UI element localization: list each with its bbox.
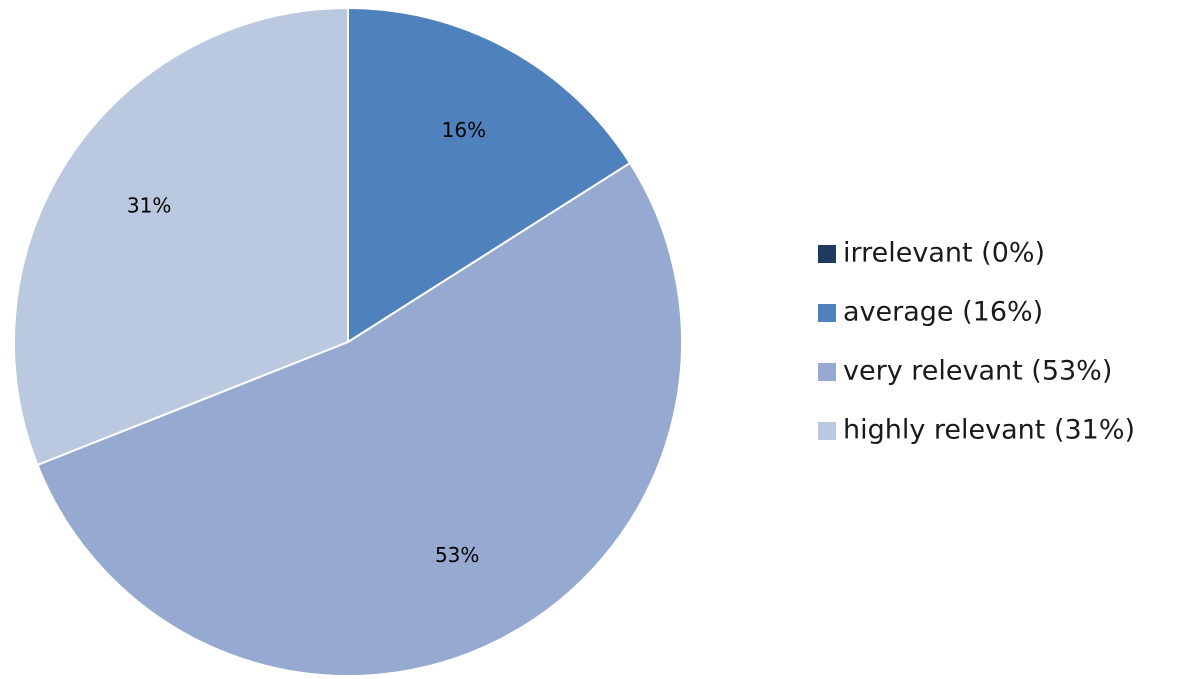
legend-label-average: average (16%)	[843, 297, 1043, 328]
legend-swatch-very-relevant	[818, 363, 836, 381]
data-label-highly-relevant: 31%	[127, 193, 171, 217]
legend-swatch-average	[818, 304, 836, 322]
pie-slice-very-relevant	[36, 161, 683, 677]
pie-data-labels: 16% 53% 31%	[127, 118, 486, 567]
pie-slice-average	[347, 6, 632, 344]
legend-swatch-highly-relevant	[818, 422, 836, 440]
pie-slice-highly-relevant	[13, 6, 349, 467]
legend-label-irrelevant: irrelevant (0%)	[843, 238, 1045, 269]
legend-label-very-relevant: very relevant (53%)	[843, 356, 1112, 387]
legend-label-highly-relevant: highly relevant (31%)	[843, 415, 1135, 446]
data-label-very-relevant: 53%	[435, 543, 479, 567]
legend: irrelevant (0%) average (16%) very relevan…	[818, 238, 1135, 446]
data-label-average: 16%	[442, 118, 486, 142]
legend-swatch-irrelevant	[818, 245, 836, 263]
pie-slices	[13, 6, 683, 677]
